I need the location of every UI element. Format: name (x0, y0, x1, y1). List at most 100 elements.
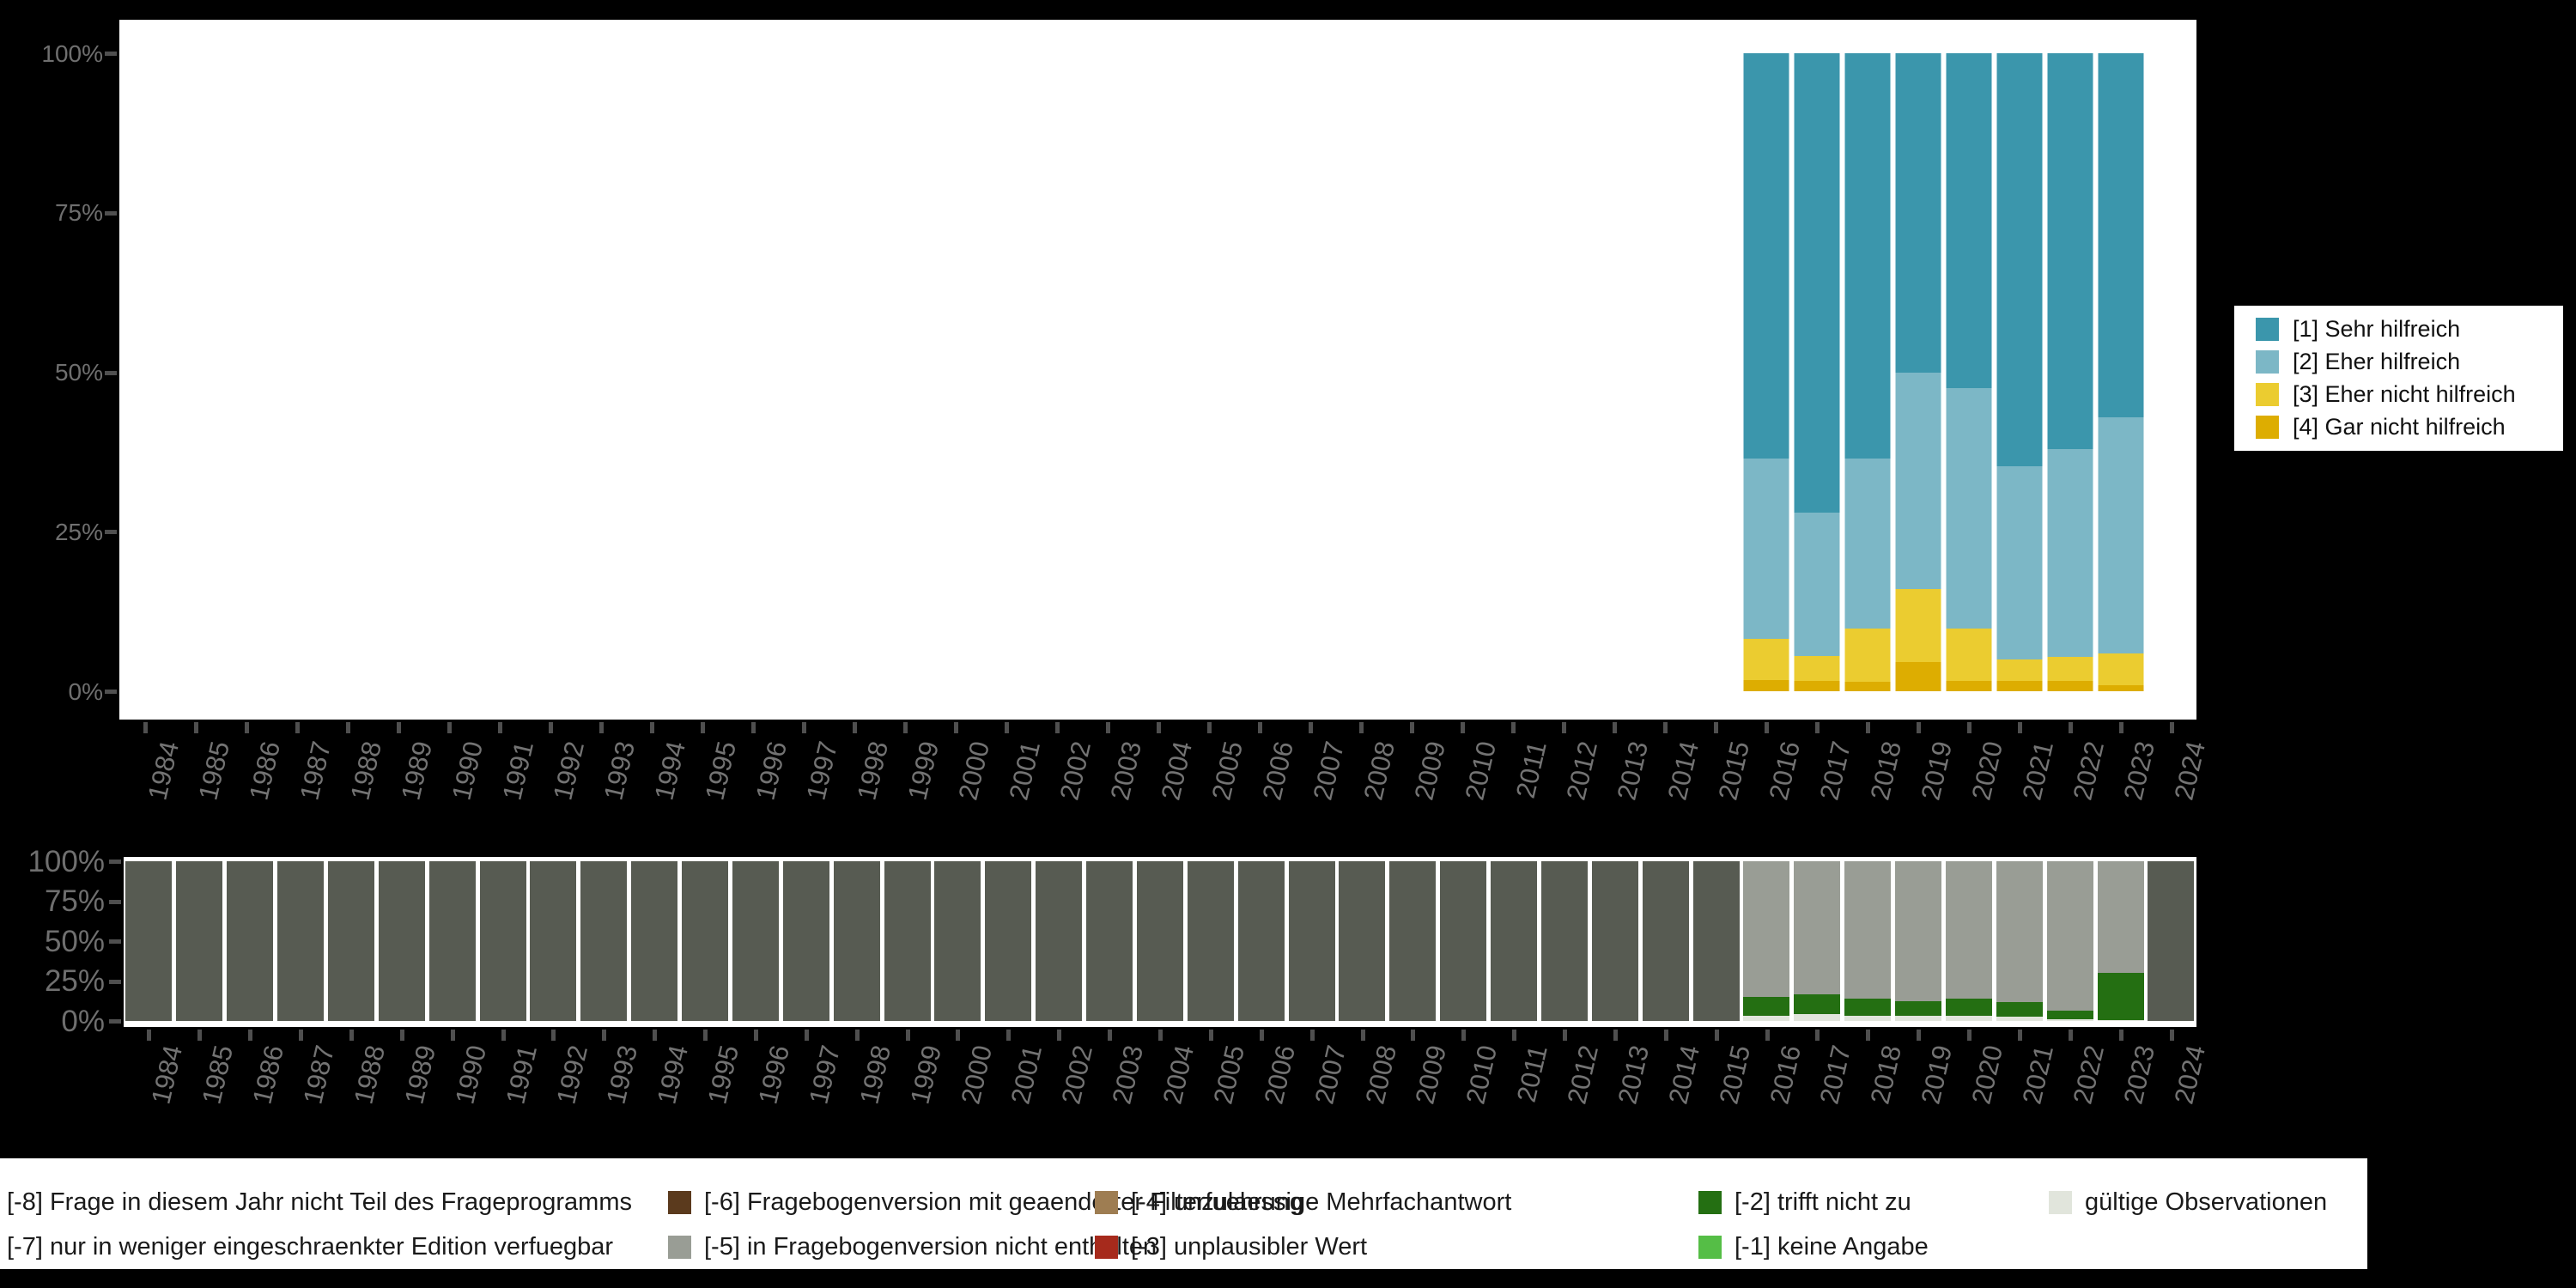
x-tick (2017, 722, 2022, 733)
y-tick (105, 52, 117, 56)
year-slot-2001 (981, 53, 1031, 691)
segment (1996, 1002, 2043, 1017)
year-slot-1995 (680, 861, 731, 1021)
x-tick (295, 722, 300, 733)
x-axis-label-2014: 2014 (1662, 1042, 1705, 1108)
x-axis-label-2006: 2006 (1258, 1042, 1301, 1108)
x-axis-label-2009: 2009 (1407, 738, 1451, 804)
x-tick (598, 722, 604, 733)
year-slot-2024 (2146, 53, 2196, 691)
year-slot-1990 (423, 53, 474, 691)
segment (1895, 861, 1942, 1001)
year-slot-1996 (731, 861, 781, 1021)
year-slot-2013 (1589, 53, 1639, 691)
year-slot-2009 (1386, 53, 1437, 691)
x-axis-label-1991: 1991 (495, 738, 539, 804)
segment (2098, 416, 2143, 654)
x-tick (804, 1030, 809, 1041)
segment (1540, 861, 1588, 1021)
legend-label: [-4] unzulaessige Mehrfachantwort (1131, 1188, 1512, 1216)
x-axis-label-1995: 1995 (698, 738, 742, 804)
x-axis-label-2013: 2013 (1610, 738, 1654, 804)
x-axis-label-1986: 1986 (246, 1042, 290, 1108)
year-slot-1990 (427, 861, 477, 1021)
x-tick (1208, 1030, 1213, 1041)
x-axis-label-2000: 2000 (951, 738, 995, 804)
y-axis-label: 75% (54, 199, 103, 227)
x-tick (653, 1030, 658, 1041)
segment (732, 861, 779, 1021)
segment (327, 861, 374, 1021)
segment (1844, 861, 1892, 999)
segment (1743, 53, 1789, 459)
x-tick (147, 1030, 152, 1041)
missings-bar-1986 (227, 861, 274, 1021)
segment (1642, 861, 1689, 1021)
x-tick (1158, 1030, 1163, 1041)
x-axis-label-1987: 1987 (297, 1042, 341, 1108)
x-axis-label-1998: 1998 (854, 1042, 896, 1108)
segment (1086, 861, 1133, 1021)
x-tick (2118, 1030, 2123, 1041)
y-tick (109, 1019, 121, 1024)
year-slot-1992 (528, 861, 579, 1021)
segment (682, 861, 729, 1021)
year-slot-1989 (376, 861, 427, 1021)
x-tick (548, 722, 553, 733)
x-axis-label-1990: 1990 (445, 738, 489, 804)
x-axis-label-1999: 1999 (904, 1042, 947, 1108)
x-tick (1257, 722, 1262, 733)
missings-bar-2014 (1642, 861, 1689, 1021)
year-slot-1985 (170, 53, 221, 691)
x-axis-label-2024: 2024 (2167, 738, 2211, 804)
x-tick (399, 1030, 404, 1041)
segment (1895, 661, 1941, 691)
legend-label: [-7] nur in weniger eingeschraenkter Edi… (7, 1233, 614, 1261)
x-axis-label-1987: 1987 (293, 738, 337, 804)
x-tick (1411, 1030, 1416, 1041)
x-tick (2118, 722, 2123, 733)
year-slot-1999 (879, 53, 930, 691)
year-slot-1997 (778, 53, 829, 691)
y-tick (105, 530, 117, 535)
missings-bar-2023 (2097, 861, 2144, 1021)
x-axis-label-2021: 2021 (2015, 738, 2059, 804)
x-tick (345, 722, 350, 733)
x-axis-label-2021: 2021 (2016, 1042, 2060, 1108)
x-tick (1360, 1030, 1365, 1041)
x-axis-label-1985: 1985 (196, 1042, 240, 1108)
y-axis-label: 50% (44, 924, 105, 958)
segment (1794, 656, 1839, 682)
x-axis-label-2016: 2016 (1764, 1042, 1807, 1108)
missings-bar-2017 (1794, 861, 1841, 1021)
answers-bar-2021 (1996, 53, 2042, 691)
segment (1743, 1016, 1790, 1021)
x-tick (1561, 722, 1566, 733)
missings-bar-1993 (580, 861, 628, 1021)
segment (1946, 629, 1991, 682)
year-slot-2012 (1538, 53, 1589, 691)
x-axis-label-1985: 1985 (191, 738, 235, 804)
segment (1844, 1016, 1892, 1021)
x-tick (700, 722, 705, 733)
year-slot-2013 (1589, 861, 1640, 1021)
segment (1237, 861, 1285, 1021)
x-axis-label-2020: 2020 (1965, 1042, 2009, 1108)
answers-plot-panel (119, 20, 2196, 720)
segment (2047, 681, 2093, 691)
year-slot-2022 (2044, 53, 2095, 691)
x-tick (1613, 1030, 1618, 1041)
answers-legend: [1] Sehr hilfreich [2] Eher hilfreich [3] … (2234, 306, 2563, 451)
x-axis-label-1999: 1999 (901, 738, 945, 804)
segment (2046, 1010, 2093, 1019)
segment (1946, 681, 1991, 691)
x-axis-label-1992: 1992 (550, 1042, 593, 1108)
x-axis-label-2005: 2005 (1205, 738, 1249, 804)
missings-bar-2015 (1692, 861, 1740, 1021)
segment (1794, 994, 1841, 1014)
legend-label: [2] Eher hilfreich (2293, 349, 2461, 374)
year-slot-2014 (1639, 53, 1690, 691)
x-axis-label-1997: 1997 (799, 738, 843, 804)
x-tick (852, 722, 857, 733)
x-tick (1967, 1030, 1972, 1041)
